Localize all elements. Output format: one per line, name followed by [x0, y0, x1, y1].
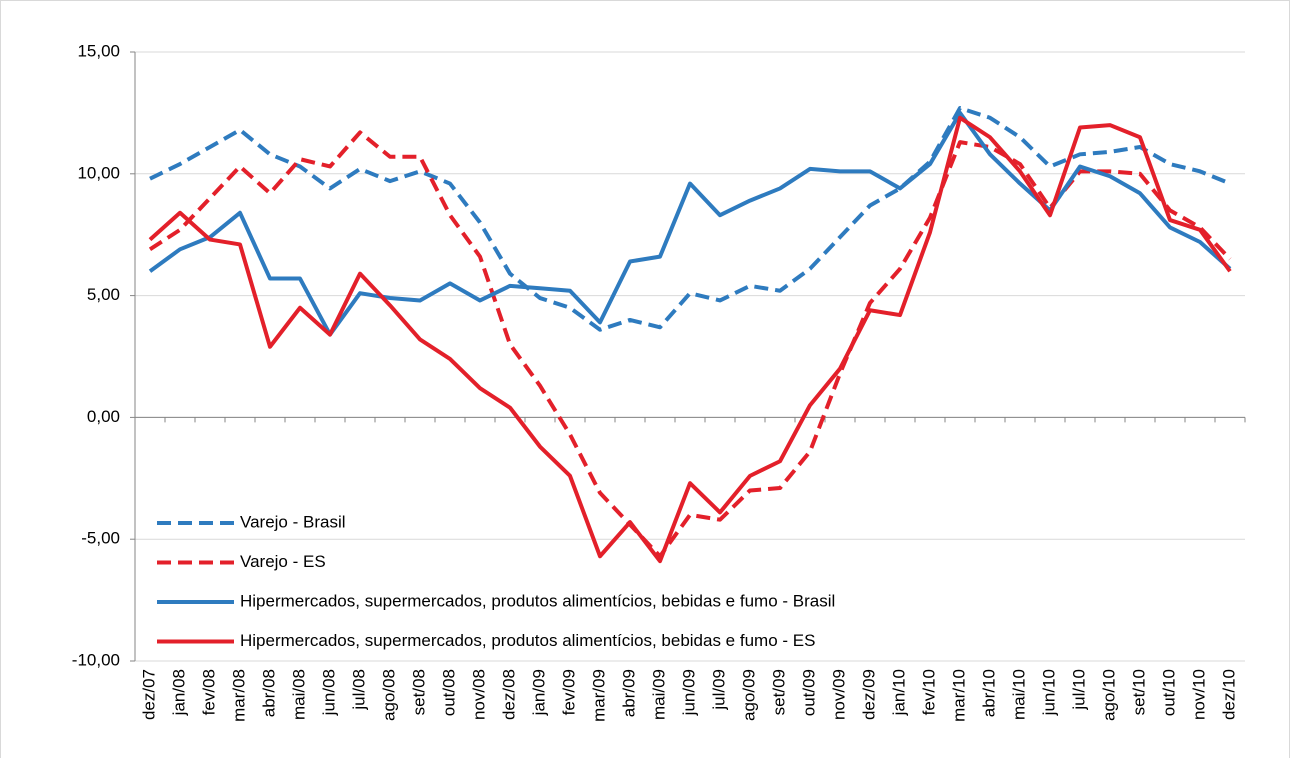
x-tick-label: jan/09 [529, 669, 548, 716]
legend-label: Hipermercados, supermercados, produtos a… [240, 631, 815, 650]
x-tick-label: set/10 [1129, 669, 1148, 715]
x-tick-label: dez/10 [1219, 669, 1238, 720]
x-tick-label: out/09 [799, 669, 818, 716]
x-tick-label: jul/09 [709, 669, 728, 711]
x-tick-label: jan/08 [169, 669, 188, 716]
x-tick-label: nov/08 [469, 669, 488, 720]
x-tick-label: abr/10 [979, 669, 998, 717]
x-tick-label: mai/10 [1009, 669, 1028, 720]
x-tick-label: fev/09 [559, 669, 578, 715]
y-tick-label: 10,00 [77, 163, 120, 182]
x-tick-label: jun/08 [319, 669, 338, 716]
x-tick-label: nov/09 [829, 669, 848, 720]
legend-label: Varejo - ES [240, 552, 326, 571]
x-tick-label: abr/09 [619, 669, 638, 717]
x-tick-label: mai/08 [289, 669, 308, 720]
x-tick-label: nov/10 [1189, 669, 1208, 720]
x-tick-label: jan/10 [889, 669, 908, 716]
x-tick-label: fev/08 [199, 669, 218, 715]
series-line [148, 115, 1232, 564]
x-tick-label: mar/08 [229, 669, 248, 722]
y-tick-label: 15,00 [77, 41, 120, 60]
x-tick-label: mar/09 [589, 669, 608, 722]
y-tick-label: -5,00 [81, 529, 120, 548]
x-tick-label: ago/10 [1099, 669, 1118, 721]
y-tick-label: 0,00 [87, 407, 120, 426]
x-tick-label: jul/10 [1069, 669, 1088, 711]
x-tick-label: dez/08 [499, 669, 518, 720]
x-tick-label: mai/09 [649, 669, 668, 720]
series-line [149, 106, 1231, 332]
y-tick-label: 5,00 [87, 285, 120, 304]
legend-label: Hipermercados, supermercados, produtos a… [240, 591, 835, 610]
y-tick-label: -10,00 [72, 650, 120, 669]
legend-label: Varejo - Brasil [240, 512, 346, 531]
x-tick-label: jun/09 [679, 669, 698, 716]
x-tick-label: fev/10 [919, 669, 938, 715]
series-line [148, 130, 1232, 559]
x-tick-label: jun/10 [1039, 669, 1058, 716]
x-tick-label: dez/07 [139, 669, 158, 720]
x-tick-label: dez/09 [859, 669, 878, 720]
x-tick-label: ago/09 [739, 669, 758, 721]
x-tick-label: set/08 [409, 669, 428, 715]
x-tick-label: jul/08 [349, 669, 368, 711]
x-tick-label: ago/08 [379, 669, 398, 721]
x-tick-label: mar/10 [949, 669, 968, 722]
x-tick-label: set/09 [769, 669, 788, 715]
x-tick-label: abr/08 [259, 669, 278, 717]
x-tick-label: out/08 [439, 669, 458, 716]
x-tick-label: out/10 [1159, 669, 1178, 716]
